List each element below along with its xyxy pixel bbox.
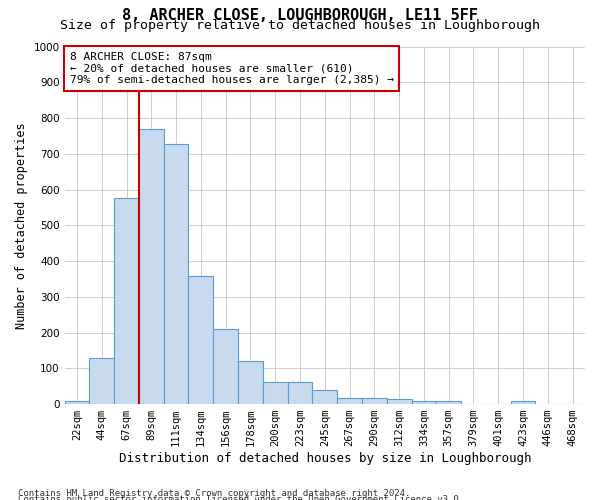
Bar xyxy=(287,382,313,404)
Bar xyxy=(188,276,213,404)
Bar xyxy=(89,358,114,404)
Bar xyxy=(436,401,461,404)
Bar xyxy=(164,144,188,404)
Bar xyxy=(65,400,89,404)
Bar xyxy=(114,198,139,404)
Bar xyxy=(313,390,337,404)
Text: Contains HM Land Registry data © Crown copyright and database right 2024.: Contains HM Land Registry data © Crown c… xyxy=(18,488,410,498)
Bar xyxy=(511,401,535,404)
X-axis label: Distribution of detached houses by size in Loughborough: Distribution of detached houses by size … xyxy=(119,452,531,465)
Bar xyxy=(412,401,436,404)
Bar xyxy=(213,329,238,404)
Y-axis label: Number of detached properties: Number of detached properties xyxy=(15,122,28,328)
Bar xyxy=(263,382,287,404)
Bar xyxy=(337,398,362,404)
Bar xyxy=(238,361,263,404)
Bar xyxy=(387,400,412,404)
Text: 8, ARCHER CLOSE, LOUGHBOROUGH, LE11 5FF: 8, ARCHER CLOSE, LOUGHBOROUGH, LE11 5FF xyxy=(122,8,478,22)
Bar xyxy=(362,398,387,404)
Bar xyxy=(139,128,164,404)
Text: Size of property relative to detached houses in Loughborough: Size of property relative to detached ho… xyxy=(60,19,540,32)
Text: 8 ARCHER CLOSE: 87sqm
← 20% of detached houses are smaller (610)
79% of semi-det: 8 ARCHER CLOSE: 87sqm ← 20% of detached … xyxy=(70,52,394,85)
Text: Contains public sector information licensed under the Open Government Licence v3: Contains public sector information licen… xyxy=(18,495,464,500)
